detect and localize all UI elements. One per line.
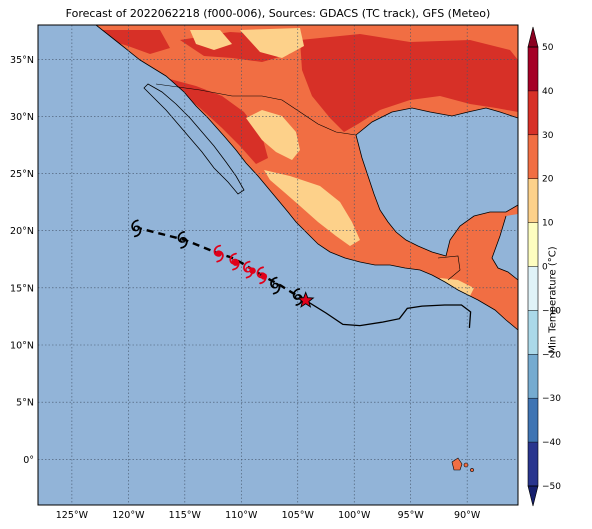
- current-position-star: [296, 291, 315, 308]
- yucatan-coastline: [491, 215, 518, 281]
- yucatan-peninsula: [448, 212, 506, 270]
- longitude-tick-label: 115°W: [169, 510, 202, 521]
- colorbar-segment: [528, 310, 538, 355]
- colorbar-tick-label: −20: [542, 350, 561, 360]
- cyclone-symbol: [270, 276, 281, 295]
- gulf-coastline: [355, 107, 518, 257]
- track-position-dot: [232, 259, 239, 266]
- colorbar-segment: [528, 178, 538, 223]
- latitude-labels: 35°N 30°N 25°N 20°N 15°N 10°N 5°N 0°: [10, 55, 34, 466]
- colorbar-under-arrow: [527, 485, 539, 507]
- longitude-tick-label: 105°W: [282, 510, 315, 521]
- latitude-tick-label: 15°N: [10, 283, 34, 294]
- colorbar-segment: [528, 134, 538, 179]
- mild-zone-guatemala: [440, 278, 474, 296]
- plot-border: [37, 24, 519, 506]
- storm-track: [131, 219, 472, 328]
- hot-zone-texas: [300, 34, 518, 132]
- colorbar-segment: [528, 398, 538, 443]
- colorbar-tick-label: −40: [542, 438, 561, 448]
- latitude-tick-label: 0°: [23, 455, 34, 466]
- colorbar-tick-label: 10: [542, 219, 554, 229]
- forecast-future-track: [305, 299, 472, 328]
- guatemala-border: [437, 255, 461, 281]
- land-layer: [38, 25, 518, 505]
- colorbar-segment: [528, 222, 538, 267]
- colorbar-tick-label: 50: [542, 43, 554, 53]
- latitude-tick-label: 30°N: [10, 112, 34, 123]
- longitude-tick-label: 110°W: [225, 510, 258, 521]
- map-title: Forecast of 2022062218 (f000-006), Sourc…: [65, 7, 491, 20]
- hot-zone-north: [100, 30, 170, 54]
- colorbar-tick-label: −50: [542, 482, 561, 492]
- colorbar-segment: [528, 266, 538, 311]
- track-position-dot: [215, 250, 222, 257]
- longitude-tick-label: 95°W: [398, 510, 425, 521]
- mild-zone-sierra: [246, 110, 300, 160]
- pacific-coastline: [95, 25, 518, 331]
- colorbar-tick-label: 30: [542, 131, 554, 141]
- colorbar: −50 −40 −30 −20 −10 0 10 20 30 40 50: [527, 26, 561, 507]
- colorbar-segment: [528, 354, 538, 399]
- colorbar-tick-label: −30: [542, 394, 561, 404]
- coastlines: [95, 25, 518, 331]
- latitude-tick-label: 5°N: [16, 398, 34, 409]
- mild-zone-rockies: [240, 28, 304, 58]
- colorbar-tick-label: −10: [542, 306, 561, 316]
- colorbar-over-arrow: [527, 26, 539, 48]
- longitude-tick-label: 90°W: [454, 510, 481, 521]
- gulf-of-mexico: [356, 108, 518, 256]
- colorbar-tick-label: 40: [542, 87, 554, 97]
- galapagos-islet: [470, 468, 474, 472]
- colorbar-label: Min Temperature (°C): [547, 246, 559, 354]
- colorbar-segment: [528, 442, 538, 486]
- cyclone-symbol: [177, 230, 188, 249]
- latitude-tick-label: 20°N: [10, 226, 34, 237]
- baja-coastline: [143, 83, 245, 195]
- latitude-tick-label: 35°N: [10, 55, 34, 66]
- latitude-tick-label: 10°N: [10, 341, 34, 352]
- colorbar-tick-label: 0: [542, 263, 548, 273]
- colorbar-segment: [528, 47, 538, 91]
- longitude-labels: 125°W 120°W 115°W 110°W 105°W 100°W 95°W 90°W: [56, 510, 481, 521]
- mild-zone-plateau: [264, 170, 360, 246]
- longitude-tick-label: 100°W: [338, 510, 371, 521]
- colorbar-tick-label: 20: [542, 175, 554, 185]
- track-position-dot: [260, 273, 268, 280]
- pacific-ocean: [38, 25, 518, 505]
- latitude-tick-label: 25°N: [10, 169, 34, 180]
- mild-zone-north: [190, 30, 232, 50]
- colorbar-segment: [528, 90, 538, 135]
- galapagos-islands: [451, 457, 463, 471]
- cyclone-symbol: [131, 219, 142, 238]
- track-position-dot: [249, 267, 256, 274]
- longitude-tick-label: 125°W: [56, 510, 89, 521]
- hot-zone-sonora: [166, 78, 268, 164]
- longitude-tick-label: 120°W: [112, 510, 145, 521]
- us-mexico-border: [155, 83, 357, 136]
- gridlines: [38, 25, 518, 505]
